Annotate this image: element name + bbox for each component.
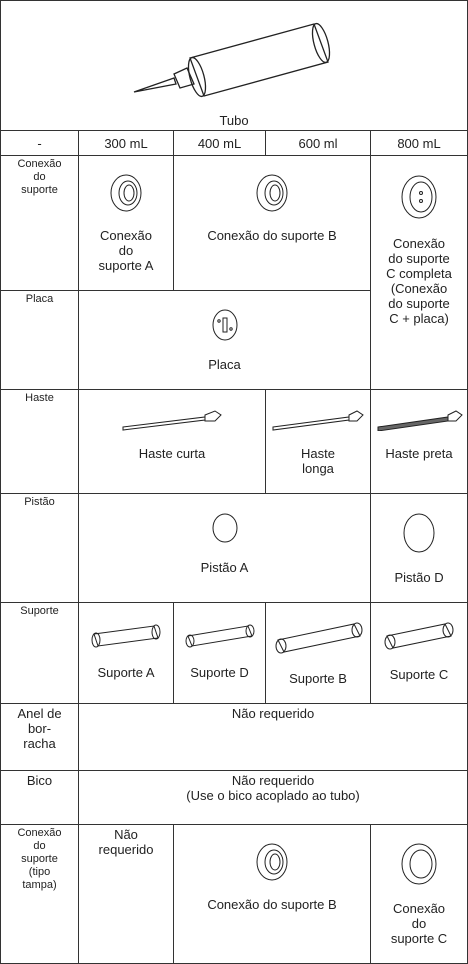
holder-icon	[91, 624, 161, 648]
rod-icon	[272, 410, 364, 431]
row-label: Suporte	[0, 602, 79, 704]
cell: Conexão do suporte C	[369, 824, 468, 964]
cell: Conexão do suporte B	[173, 155, 371, 291]
row: Placa Placa	[0, 290, 468, 390]
tube-icon	[133, 22, 331, 98]
column-header: 600 ml	[265, 130, 371, 156]
cell-text: Suporte A	[97, 665, 155, 680]
rod-icon	[377, 410, 463, 431]
cell: Pistão A	[78, 493, 371, 603]
cell: Suporte D	[173, 602, 266, 704]
row: Suporte Suporte A Suporte D Suporte B Su…	[0, 602, 468, 704]
nut-icon	[110, 174, 142, 212]
tube-row: Tubo	[0, 0, 468, 131]
column-header: 800 mL	[369, 130, 468, 156]
row-label: Bico	[0, 770, 79, 825]
cell: Não requerido	[78, 824, 174, 964]
cell-text: Pistão A	[200, 560, 249, 575]
cell-text: Suporte D	[190, 665, 249, 680]
cell-text: Conexão do suporte B	[207, 897, 337, 912]
cell: Suporte B	[265, 602, 371, 704]
cell-text: Conexão do suporte B	[207, 228, 337, 243]
cell: Conexão do suporte B	[173, 824, 371, 964]
cell-text: Pistão D	[394, 570, 444, 585]
header-row: - 300 mL 400 mL 600 ml 800 mL	[0, 130, 468, 156]
column-header: 300 mL	[78, 130, 174, 156]
cell-text: Conexão do suporte A	[98, 228, 154, 273]
row-label: Anel de bor- racha	[0, 703, 79, 771]
cell: Conexão do suporte C completa (Conexão d…	[369, 155, 468, 390]
row-label: Conexão do suporte (tipo tampa)	[0, 824, 79, 964]
cell: Não requerido (Use o bico acoplado ao tu…	[77, 770, 468, 825]
rod-icon	[122, 410, 222, 431]
cell-text: Suporte C	[389, 667, 449, 682]
nut-icon	[401, 175, 437, 219]
row-label: Pistão	[0, 493, 79, 603]
cell: Suporte C	[369, 602, 468, 704]
column-header: -	[0, 130, 79, 156]
cell-text: Haste longa	[301, 446, 335, 476]
cell: Suporte A	[78, 602, 174, 704]
row: Conexão do suporte (tipo tampa) Não requ…	[0, 824, 468, 964]
column-header: 400 mL	[173, 130, 266, 156]
cell-text: Suporte B	[289, 671, 347, 686]
cell-text: Haste preta	[385, 446, 453, 461]
row-label: Conexão do suporte	[0, 155, 79, 291]
cell: Haste curta	[78, 389, 266, 494]
tube-cell: Tubo	[0, 0, 468, 131]
cell: Haste preta	[369, 389, 468, 494]
plate-icon	[212, 309, 237, 341]
nut-icon	[256, 174, 288, 212]
row-label: Haste	[0, 389, 79, 494]
holder-icon	[275, 622, 363, 654]
piston-icon	[403, 513, 435, 553]
cell-text: Conexão do suporte C completa (Conexão d…	[386, 236, 452, 326]
cell: Placa	[78, 290, 371, 390]
piston-icon	[212, 513, 237, 543]
cell: Conexão do suporte A	[78, 155, 174, 291]
cell-text: Haste curta	[138, 446, 206, 461]
row: Conexão do suporte Conexão do suporte A …	[0, 155, 468, 390]
nut-icon	[401, 843, 437, 885]
row: Bico Não requerido (Use o bico acoplado …	[0, 770, 468, 825]
row: Haste Haste curta Haste longa Haste pret…	[0, 389, 468, 494]
nut-icon	[256, 843, 288, 881]
cell: Pistão D	[369, 493, 468, 603]
row: Pistão Pistão A Pistão D	[0, 493, 468, 603]
holder-icon	[384, 622, 454, 650]
tube-label: Tubo	[219, 113, 249, 128]
cell: Não requerido	[77, 703, 468, 771]
cell-text: Placa	[208, 357, 241, 372]
row-label: Placa	[0, 290, 79, 390]
cell-text: Conexão do suporte C	[390, 901, 448, 946]
cell: Haste longa	[265, 389, 371, 494]
row: Anel de bor- racha Não requerido	[0, 703, 468, 771]
holder-icon	[185, 624, 254, 648]
